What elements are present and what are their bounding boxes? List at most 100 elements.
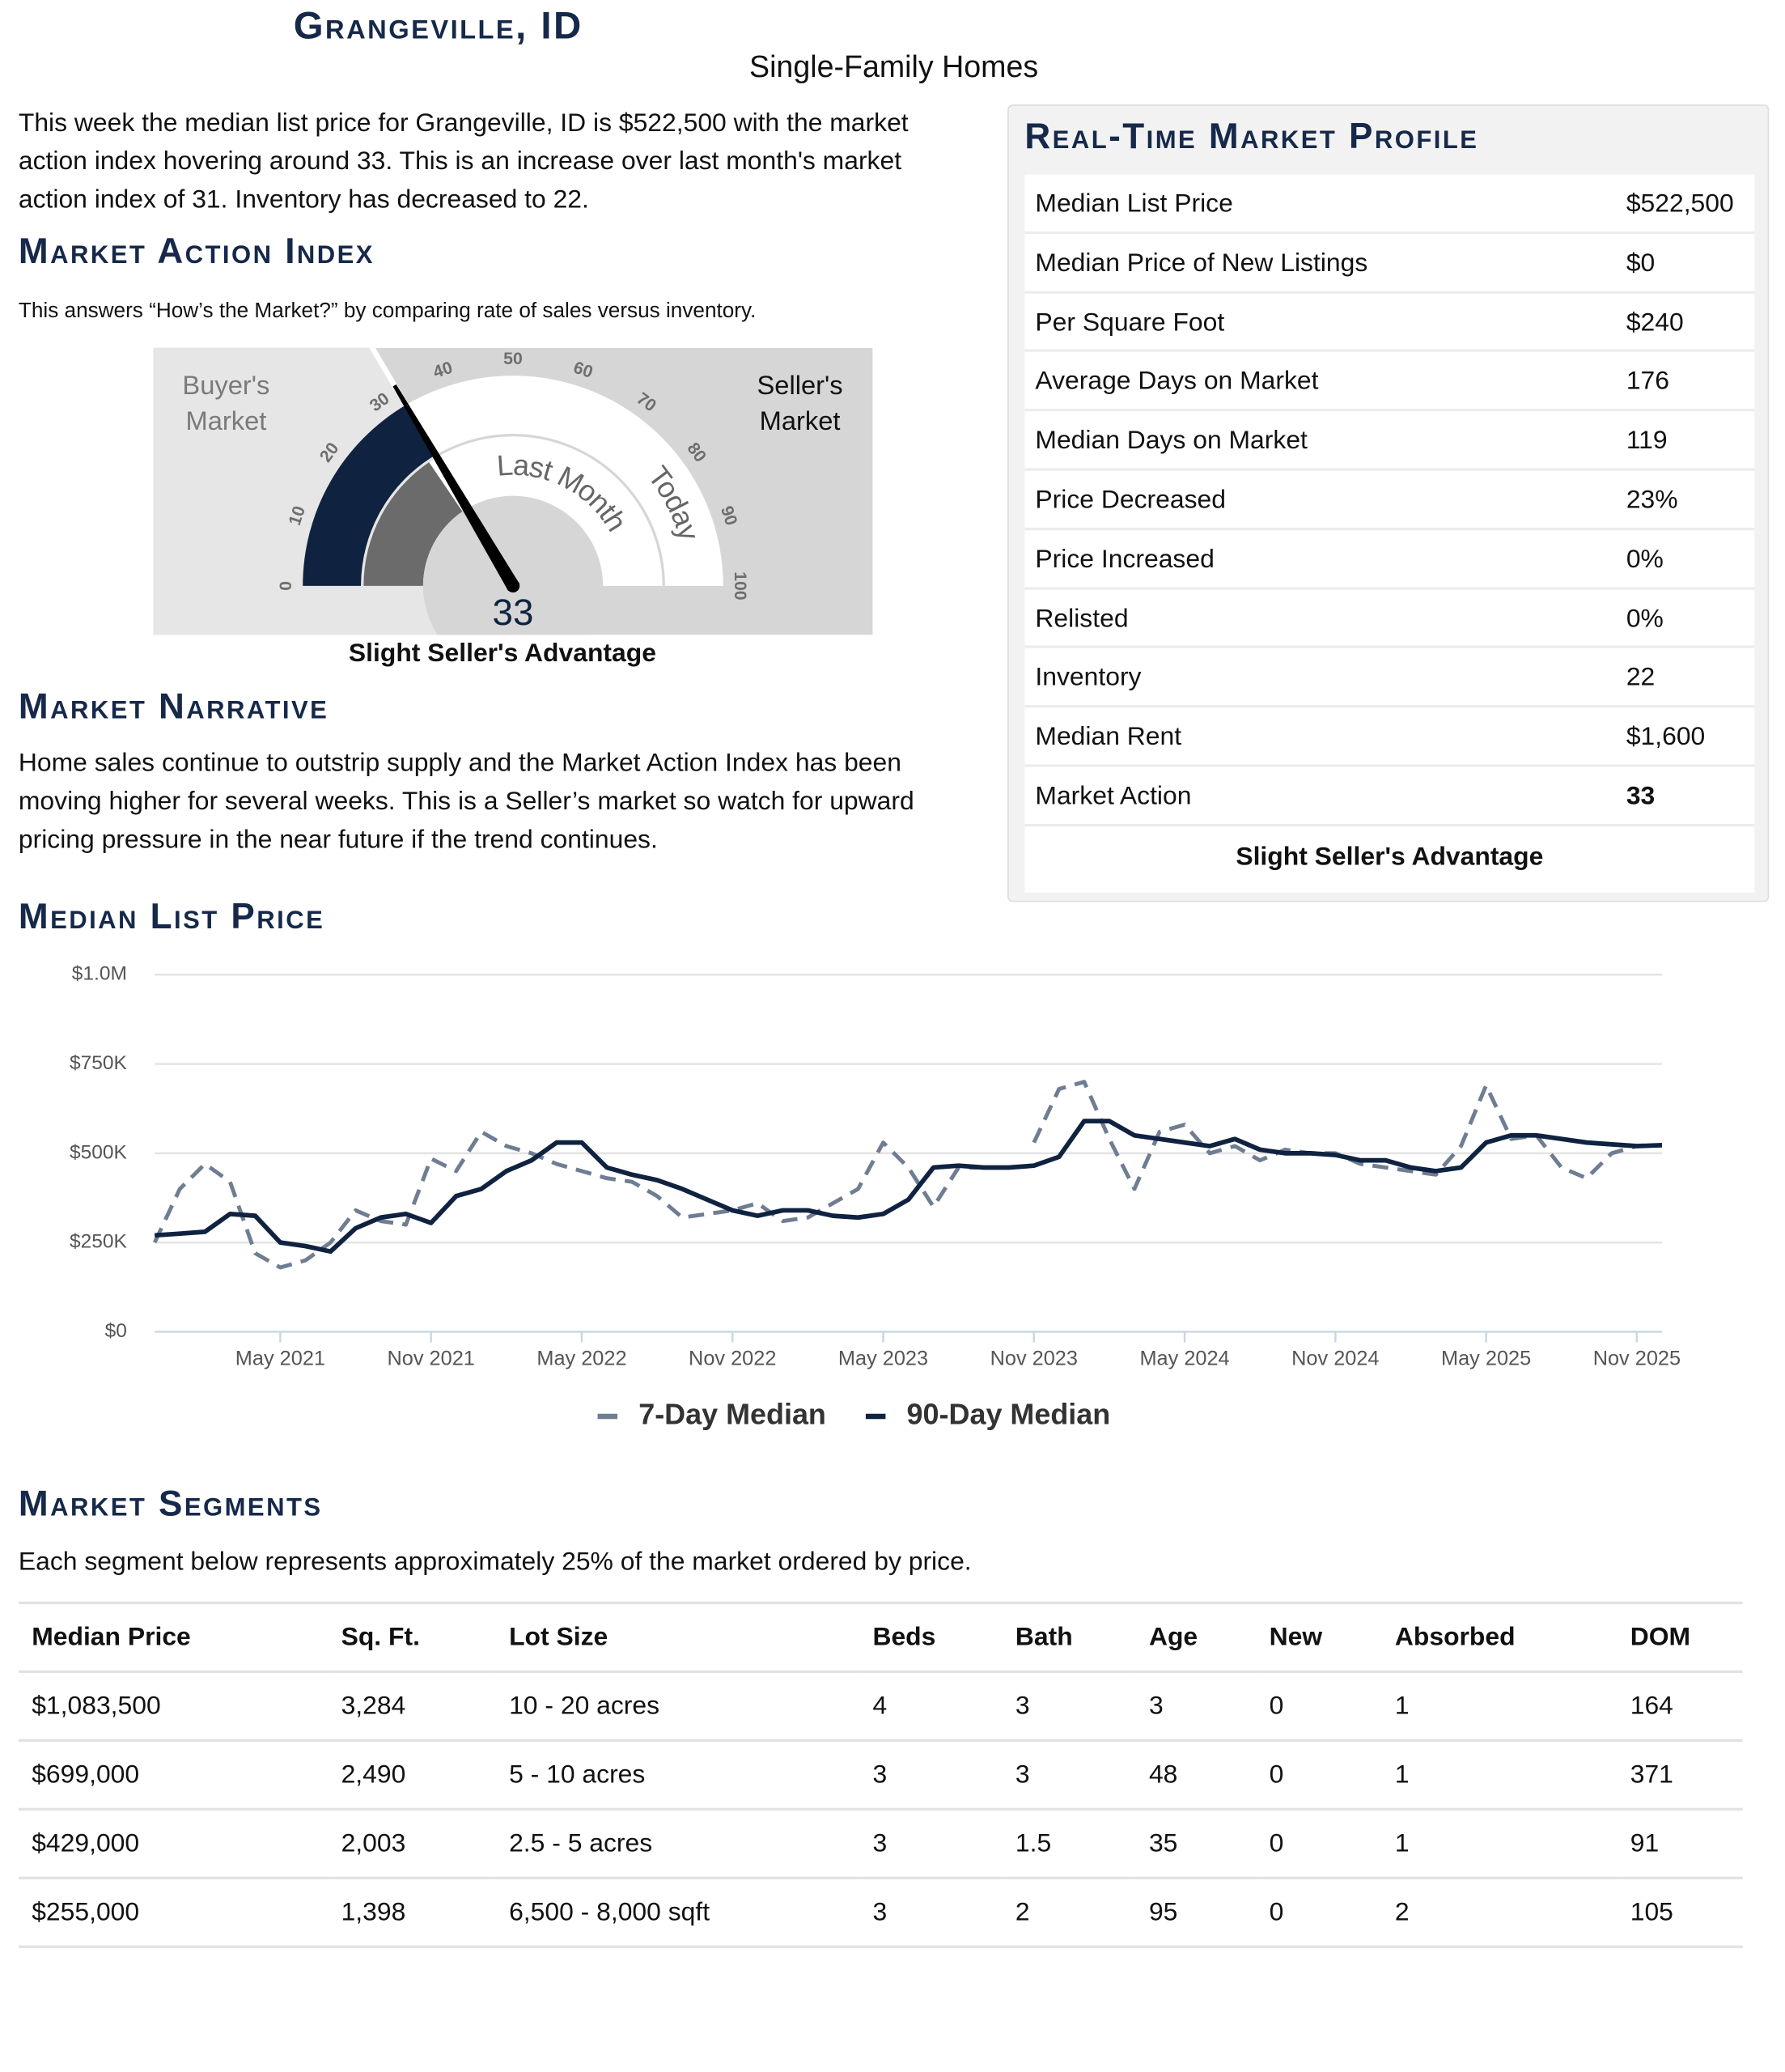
- description: This answers “How’s the Market?” by comp…: [18, 299, 757, 323]
- table-cell: 3: [859, 1807, 1003, 1879]
- table-cell: 1: [1381, 1670, 1618, 1742]
- panel-heading: Real-Time Market Profile: [1024, 116, 1479, 156]
- y-tick-label: $1.0M: [72, 963, 127, 985]
- table-cell: 10 - 20 acres: [495, 1670, 860, 1742]
- table-cell: 2: [1381, 1876, 1618, 1948]
- table-cell: 4: [859, 1670, 1003, 1742]
- header-row: Median Price Sq. Ft. Lot Size Beds Bath Age Ne…: [18, 1601, 1743, 1674]
- table-cell: 0: [1256, 1876, 1382, 1948]
- table-cell: 2: [1002, 1876, 1136, 1948]
- table-cell: 95: [1135, 1876, 1257, 1948]
- profile-row: Median List Price $522,500: [1024, 175, 1755, 234]
- table-cell: 3: [1002, 1739, 1136, 1811]
- profile-table: Median List Price $522,500 Median Price of…: [1024, 174, 1755, 893]
- x-tick-label: Nov 2022: [689, 1347, 776, 1369]
- last-month-track: [363, 436, 663, 586]
- table-cell: 35: [1135, 1807, 1257, 1879]
- row-value: 0%: [1626, 544, 1664, 574]
- hub: [422, 495, 604, 635]
- row-label: Median List Price: [1035, 189, 1233, 219]
- row-label: Relisted: [1035, 604, 1129, 633]
- column-header: New: [1256, 1601, 1382, 1674]
- table-cell: 1.5: [1002, 1807, 1136, 1879]
- today-arc: [303, 405, 436, 586]
- seller-label: Seller's Market: [757, 372, 843, 437]
- buyer-label: Buyer's Market: [182, 372, 270, 437]
- section-heading: Market Narrative: [18, 686, 329, 727]
- column-header: Age: [1135, 1601, 1257, 1674]
- column-header: DOM: [1617, 1601, 1743, 1674]
- table-cell: 371: [1617, 1739, 1743, 1811]
- row-label: Median Rent: [1035, 722, 1182, 752]
- table-cell: 6,500 - 8,000 sqft: [495, 1876, 860, 1948]
- table-cell: 3: [859, 1739, 1003, 1811]
- profile-row: Relisted 0%: [1024, 589, 1755, 649]
- table-cell: $1,083,500: [18, 1670, 329, 1742]
- panel-footer: Slight Seller's Advantage: [1236, 842, 1544, 872]
- profile-row: Market Action 33: [1024, 767, 1755, 826]
- table-row: $255,000 1,398 6,500 - 8,000 sqft 3 2 95 0 2 105: [18, 1876, 1743, 1948]
- description: Each segment below represents approximat…: [18, 1547, 972, 1577]
- page-subtitle: Single-Family Homes: [749, 49, 1039, 83]
- needle-hub: [506, 579, 520, 593]
- gauge-tick-label: 0: [276, 581, 295, 591]
- table-cell: 3,284: [328, 1670, 496, 1742]
- table-cell: 1: [1381, 1807, 1618, 1879]
- row-label: Price Decreased: [1035, 485, 1226, 515]
- table-cell: 5 - 10 acres: [495, 1739, 860, 1811]
- table-row: $699,000 2,490 5 - 10 acres 3 3 48 0 1 371: [18, 1739, 1743, 1811]
- table-cell: 3: [859, 1876, 1003, 1948]
- table-cell: 48: [1135, 1739, 1257, 1811]
- section-heading: Market Segments: [18, 1484, 323, 1524]
- page-title: Grangeville, ID: [293, 5, 583, 48]
- profile-row: Price Increased 0%: [1024, 530, 1755, 590]
- y-tick-label: $0: [105, 1320, 127, 1342]
- gauge-status: Slight Seller's Advantage: [348, 639, 656, 669]
- column-header: Lot Size: [495, 1601, 860, 1674]
- table-cell: $429,000: [18, 1807, 329, 1879]
- row-value: 23%: [1626, 485, 1678, 515]
- profile-row: Price Decreased 23%: [1024, 471, 1755, 530]
- row-label: Price Increased: [1035, 544, 1215, 574]
- table-cell: 0: [1256, 1807, 1382, 1879]
- table-cell: 1: [1381, 1739, 1618, 1811]
- x-tick-label: May 2024: [1139, 1347, 1229, 1369]
- chart-title: Median List Price: [18, 896, 325, 936]
- table-cell: $255,000: [18, 1876, 329, 1948]
- row-label: Median Days on Market: [1035, 426, 1308, 456]
- x-tick-label: Nov 2025: [1593, 1347, 1681, 1369]
- table-cell: 0: [1256, 1739, 1382, 1811]
- x-tick-label: Nov 2024: [1291, 1347, 1379, 1369]
- row-value: 33: [1626, 781, 1656, 811]
- table-cell: 164: [1617, 1670, 1743, 1742]
- column-header: Beds: [859, 1601, 1003, 1674]
- profile-row: Inventory 22: [1024, 648, 1755, 708]
- row-value: 176: [1626, 367, 1670, 397]
- column-header: Absorbed: [1381, 1601, 1618, 1674]
- narrative-text: Home sales continue to outstrip supply a…: [18, 748, 914, 855]
- table-cell: 105: [1617, 1876, 1743, 1948]
- table-cell: 0: [1256, 1670, 1382, 1742]
- row-value: 0%: [1626, 604, 1664, 633]
- y-tick-label: $500K: [70, 1141, 128, 1163]
- x-tick-label: May 2025: [1441, 1347, 1531, 1369]
- gauge-tick-label: 100: [731, 571, 750, 600]
- row-value: $240: [1626, 308, 1684, 338]
- row-label: Average Days on Market: [1035, 367, 1319, 397]
- line-chart: $0 $250K $500K $750K $1.0M May 2021 Nov 2021 Ma…: [70, 963, 1681, 1431]
- x-tick-label: Nov 2021: [388, 1347, 475, 1369]
- row-value: $522,500: [1626, 189, 1734, 219]
- x-tick-label: May 2022: [536, 1347, 626, 1369]
- y-tick-label: $750K: [70, 1052, 128, 1074]
- table-cell: 91: [1617, 1807, 1743, 1879]
- profile-row: Median Price of New Listings $0: [1024, 234, 1755, 294]
- table-row: $429,000 2,003 2.5 - 5 acres 3 1.5 35 0 1 91: [18, 1807, 1743, 1879]
- row-value: $1,600: [1626, 722, 1706, 752]
- column-header: Median Price: [18, 1601, 329, 1674]
- x-tick-label: May 2023: [838, 1347, 928, 1369]
- x-tick-label: May 2021: [235, 1347, 325, 1369]
- table-cell: 2,003: [328, 1807, 496, 1879]
- profile-panel: Real-Time Market Profile Median List Pri…: [1007, 104, 1770, 902]
- last-month-arc: [363, 462, 463, 586]
